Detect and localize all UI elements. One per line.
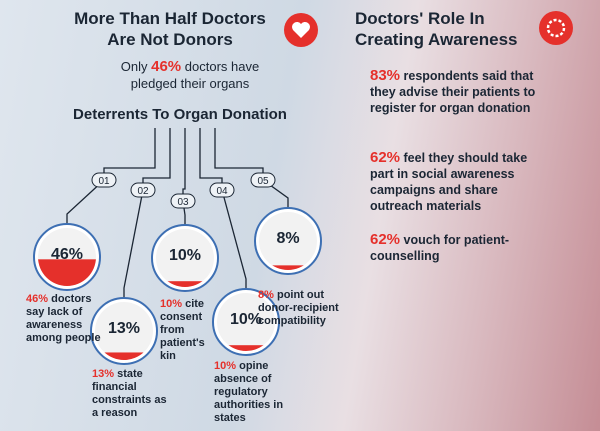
circle-fill [259,265,317,270]
item-text: opine absence of regulatory authorities … [214,360,284,424]
item-text: cite consent from patient's kin [160,298,205,362]
connector [103,128,156,180]
item-text: state financial constraints as a reason [92,368,167,419]
number-label: 03 [177,197,189,208]
number-label: 05 [257,176,269,187]
circle-value: 10% [230,311,262,328]
item-highlight: 13% [92,368,115,380]
item-description: 8% point out donor-recipient compatibili… [258,289,358,328]
left-title: More Than Half Doctors Are Not Donors [70,8,270,50]
connector [66,179,105,225]
title-line: Are Not Donors [107,30,233,49]
item-highlight: 10% [214,360,237,372]
stat-text: feel they should take part in social awa… [370,151,528,213]
connector [182,128,186,201]
number-label: 01 [98,176,110,187]
gear-shape [546,18,566,38]
gear-icon [539,11,573,45]
circle-value: 46% [51,246,83,263]
stat: 83% respondents said that they advise th… [370,68,550,116]
right-title: Doctors' Role In Creating Awareness [355,8,525,50]
heart-shape [292,22,310,38]
item-description: 46% doctors say lack of awareness among … [26,293,111,345]
title-line: Creating Awareness [355,30,518,49]
number-badge [91,172,117,188]
stat-highlight: 62% [370,149,401,166]
subtitle-text: doctors have pledged their organs [130,59,260,91]
stat: 62% feel they should take part in social… [370,150,550,214]
connector [123,189,144,299]
number-badge [209,182,235,198]
stat: 62% vouch for patient-counselling [370,232,550,264]
number-badge [250,172,276,188]
circle-fill [217,345,275,351]
title-line: More Than Half Doctors [74,9,266,28]
circle-value: 10% [169,247,201,264]
item-highlight: 8% [258,289,274,301]
title-line: Doctors' Role In [355,9,485,28]
item-highlight: 46% [26,293,49,305]
number-badge [130,182,156,198]
circle-value: 8% [276,230,299,247]
stat-text: vouch for patient-counselling [370,233,510,263]
stat-highlight: 83% [370,67,401,84]
circle-fill [95,352,153,360]
circle-bg [217,293,275,351]
circle-bg [156,229,214,287]
circle-bg [95,302,153,360]
subtitle-text: Only [120,59,148,74]
circle-fill [156,281,214,287]
deterrents-title: Deterrents To Organ Donation [73,106,287,123]
subtitle-highlight: 46% [151,58,182,75]
connector [221,189,247,290]
stat-highlight: 62% [370,231,401,248]
connector [142,128,171,190]
stat-text: respondents said that they advise their … [370,69,536,115]
item-description: 13% state financial constraints as a rea… [92,368,172,420]
number-label: 02 [137,186,149,197]
subtitle: Only 46% doctors have pledged their orga… [100,58,280,92]
item-description: 10% opine absence of regulatory authorit… [214,360,296,425]
item-highlight: 10% [160,298,183,310]
number-badge [170,193,196,209]
item-text: doctors say lack of awareness among peop… [26,293,101,344]
number-label: 04 [216,186,228,197]
item-text: point out donor-recipient compatibility [258,289,339,327]
circle-bg [259,212,317,270]
connector [214,128,264,180]
connector [199,128,223,190]
item-description: 10% cite consent from patient's kin [160,298,222,363]
circle-value: 13% [108,320,140,337]
